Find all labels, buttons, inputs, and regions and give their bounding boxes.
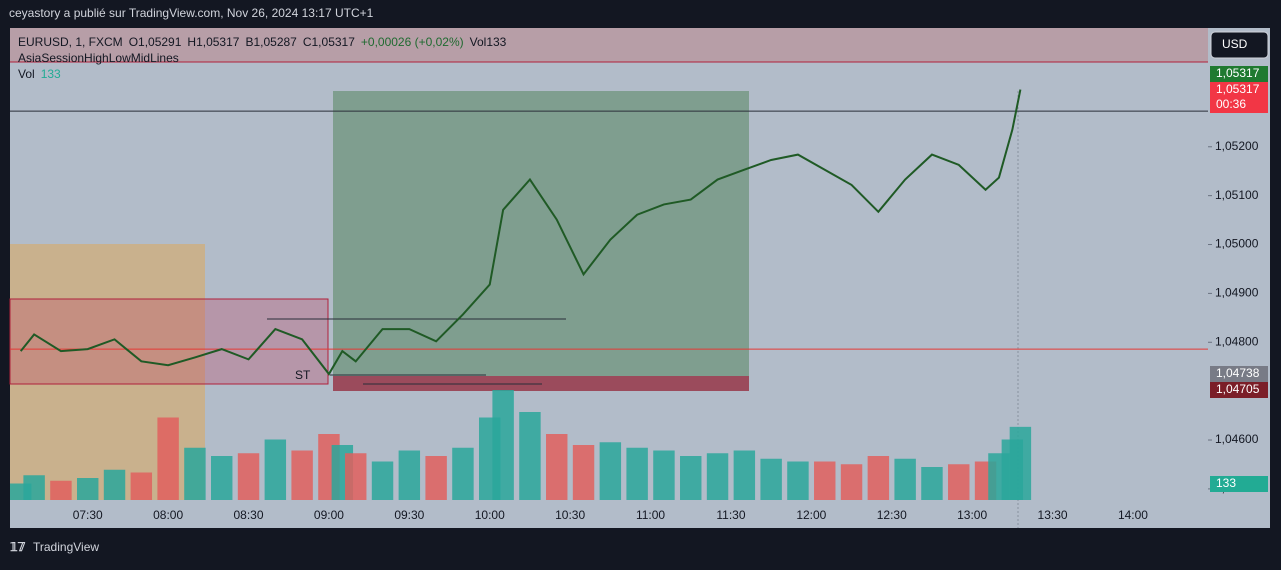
currency-button[interactable]: [1210, 31, 1269, 59]
volume-bar: [452, 447, 474, 500]
volume-bar: [345, 453, 367, 500]
volume-bar: [653, 450, 675, 500]
volume-bar: [948, 464, 970, 500]
volume-bar: [894, 458, 916, 500]
price-label: 1,04738: [1216, 366, 1260, 380]
x-tick-label: 10:00: [475, 508, 505, 522]
volume-bar: [787, 461, 809, 500]
volume-bar: [371, 461, 394, 500]
target-zone: [333, 91, 749, 376]
volume-bar: [492, 390, 514, 500]
volume-bar: [680, 456, 702, 500]
volume-bar: [599, 442, 622, 500]
volume-bar: [626, 447, 648, 500]
price-line: [19, 89, 1022, 376]
volume-bar: [840, 464, 863, 500]
x-tick-label: 12:00: [796, 508, 826, 522]
price-label-box: [1210, 382, 1268, 398]
x-tick-label: 07:30: [73, 508, 103, 522]
x-tick-label: 14:00: [1118, 508, 1148, 522]
x-tick-label: 11:30: [716, 508, 745, 522]
countdown: 00:36: [1216, 97, 1246, 111]
volume-bar: [760, 458, 782, 500]
x-tick-label: 10:30: [555, 508, 585, 522]
volume-bar: [130, 472, 153, 500]
x-tick-label: 08:00: [153, 508, 183, 522]
price-label: 1,04705: [1216, 382, 1260, 396]
x-tick-label: 12:30: [877, 508, 907, 522]
x-tick-label: 13:00: [957, 508, 987, 522]
x-tick-label: 11:00: [636, 508, 665, 522]
volume-bar: [264, 439, 287, 500]
price-label-box: [1210, 476, 1268, 492]
volume-bar: [211, 456, 233, 500]
legend-vol: Vol 133: [18, 67, 61, 81]
volume-bar: [706, 453, 729, 500]
price-label: 133: [1216, 476, 1236, 490]
price-label-box: [1210, 366, 1268, 382]
price-label: 1,05317: [1216, 82, 1260, 96]
y-tick-label: 1,04800: [1215, 334, 1259, 348]
volume-bar: [237, 453, 260, 500]
y-tick-label: 1,05000: [1215, 237, 1259, 251]
x-tick-label: 09:30: [394, 508, 424, 522]
legend-symbol: EURUSD, 1, FXCM O1,05291 H1,05317 B1,05287 C…: [18, 35, 507, 49]
volume-bar: [50, 480, 72, 500]
volume-bar: [733, 450, 756, 500]
session-band: [10, 28, 1208, 62]
volume-bar: [398, 450, 421, 500]
volume-bar: [23, 475, 45, 500]
publish-info: ceyastory a publié sur TradingView.com, …: [9, 6, 374, 20]
x-tick-label: 13:30: [1038, 508, 1068, 522]
price-label: 1,05317: [1216, 66, 1260, 80]
currency[interactable]: USD: [1222, 37, 1248, 51]
footer-brand: TradingView: [33, 540, 99, 554]
volume-bar: [184, 447, 206, 500]
range-box: [9, 298, 329, 385]
price-label-box: [1210, 82, 1268, 113]
volume-bar: [519, 412, 541, 500]
volume-bar: [867, 456, 890, 500]
volume-bar: [425, 456, 447, 500]
y-tick-label: 1,04600: [1215, 432, 1259, 446]
volume-bar: [1009, 426, 1032, 500]
y-tick-label: 1,04900: [1215, 286, 1259, 300]
volume-bar: [546, 434, 568, 500]
legend-indicator: AsiaSessionHighLowMidLines: [18, 51, 179, 65]
volume-bar: [77, 478, 99, 500]
y-tick-label: 1,05200: [1215, 139, 1259, 153]
price-label-box: [1210, 66, 1268, 82]
logo: 𝟙𝟟: [10, 540, 26, 554]
x-tick-label: 08:30: [234, 508, 264, 522]
y-tick-label: 1,05100: [1215, 188, 1259, 202]
x-tick-label: 09:00: [314, 508, 344, 522]
volume-bar: [103, 469, 126, 500]
volume-bar: [921, 467, 943, 500]
volume-bar: [572, 445, 595, 500]
annotation: ST: [295, 368, 311, 382]
volume-bar: [157, 417, 179, 500]
volume-bar: [291, 450, 313, 500]
footer: [0, 528, 1281, 565]
volume-bar: [814, 461, 836, 500]
